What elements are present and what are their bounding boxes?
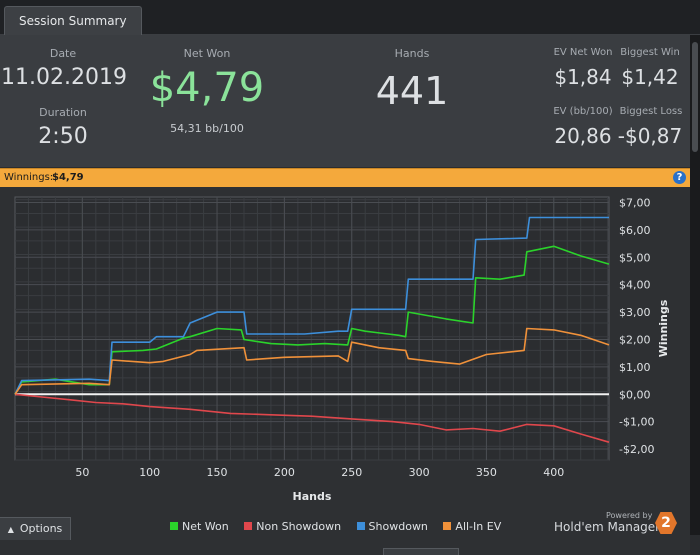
legend-swatch [170, 522, 178, 530]
chevron-up-icon: ▲ [7, 525, 14, 534]
x-tick-label: 250 [341, 466, 362, 479]
x-tick-label: 100 [139, 466, 160, 479]
legend-item-showdown[interactable]: Showdown [356, 520, 428, 533]
y-tick-label: $4,00 [619, 279, 651, 292]
legend-swatch [356, 522, 365, 530]
y-tick-label: $7,00 [619, 196, 651, 209]
winnings-chart-area: 50 100 150 200 250 300 350 400 $7,00 $6,00 $5,00 $4… [0, 187, 690, 517]
winnings-chart: 50 100 150 200 250 300 350 400 $7,00 $6,00 $5,00 $4… [14, 196, 670, 503]
y-tick-label: -$2,00 [619, 443, 654, 456]
date-label: Date [49, 47, 77, 60]
x-tick-label: 300 [409, 466, 430, 479]
x-axis-label: Hands [293, 490, 332, 503]
legend-item-net-won[interactable]: Net Won [170, 520, 229, 533]
y-tick-label: $2,00 [619, 333, 651, 346]
ev-net-won-label: EV Net Won [553, 47, 613, 58]
legend-swatch [443, 522, 452, 530]
tab-bar: Session Summary [0, 0, 700, 35]
winnings-label: Winnings: [4, 172, 54, 183]
net-won-value: $4,79 [149, 65, 265, 111]
y-tick-label: $6,00 [619, 224, 651, 237]
series-line-showdown [14, 216, 609, 395]
brand-name: Hold'em Manager [554, 520, 661, 534]
y-tick-label: $5,00 [619, 251, 651, 264]
x-tick-label: 150 [207, 466, 228, 479]
duration-value: 2:50 [38, 124, 88, 149]
winnings-value: $4,79 [52, 172, 84, 183]
powered-by-text: Powered by [606, 511, 653, 520]
ev-bb-label: EV (bb/100) [553, 106, 613, 117]
vertical-scrollbar[interactable] [690, 35, 700, 535]
legend-item-all-in-ev[interactable]: All-In EV [443, 520, 501, 533]
series-line-all-in-ev [14, 327, 610, 395]
y-axis-label: Winnings [657, 299, 670, 357]
legend-item-non-showdown[interactable]: Non Showdown [244, 520, 341, 533]
options-label: Options [19, 522, 63, 535]
resize-handle[interactable] [383, 548, 459, 555]
legend-label: Net Won [182, 520, 229, 533]
legend-label: Showdown [368, 520, 428, 533]
y-tick-label: -$1,00 [619, 416, 654, 429]
net-won-label: Net Won [183, 47, 231, 60]
legend-swatch [244, 522, 253, 530]
options-button[interactable]: ▲ Options [0, 517, 71, 540]
x-tick-label: 200 [274, 466, 295, 479]
series-line-non-showdown [14, 393, 610, 443]
hands-label: Hands [394, 47, 430, 60]
biggest-loss-label: Biggest Loss [619, 106, 683, 117]
brand-badge-icon: 2 [655, 512, 677, 534]
plot-background [14, 196, 610, 461]
x-tick-label: 400 [543, 466, 564, 479]
scrollbar-thumb[interactable] [692, 42, 698, 152]
legend-label: All-In EV [455, 520, 502, 533]
biggest-win-label: Biggest Win [620, 47, 680, 58]
ev-net-won-value: $1,84 [554, 65, 612, 89]
legend-label: Non Showdown [256, 520, 342, 533]
date-value: 11.02.2019 [1, 65, 127, 90]
hands-value: 441 [375, 69, 449, 113]
biggest-win-value: $1,42 [621, 65, 679, 89]
y-tick-label: $1,00 [619, 361, 651, 374]
winnings-bar: Winnings: $4,79 ? [0, 168, 690, 188]
chart-footer: ▲ Options Net Won Non Showdown Showdown A… [0, 511, 690, 555]
y-tick-label: $3,00 [619, 306, 651, 319]
tab-session-summary[interactable]: Session Summary [4, 6, 142, 35]
x-tick-label: 50 [75, 466, 89, 479]
session-summary-panel: Date 11.02.2019 Duration 2:50 Net Won $4… [0, 35, 700, 167]
ev-bb-value: 20,86 [554, 124, 612, 148]
biggest-loss-value: -$0,87 [617, 124, 683, 148]
net-won-bb: 54,31 bb/100 [170, 122, 244, 135]
y-tick-label: $0,00 [619, 388, 651, 401]
help-icon[interactable]: ? [673, 171, 686, 184]
duration-label: Duration [39, 106, 87, 119]
chart-legend: Net Won Non Showdown Showdown All-In EV [170, 520, 513, 533]
x-tick-label: 350 [476, 466, 497, 479]
